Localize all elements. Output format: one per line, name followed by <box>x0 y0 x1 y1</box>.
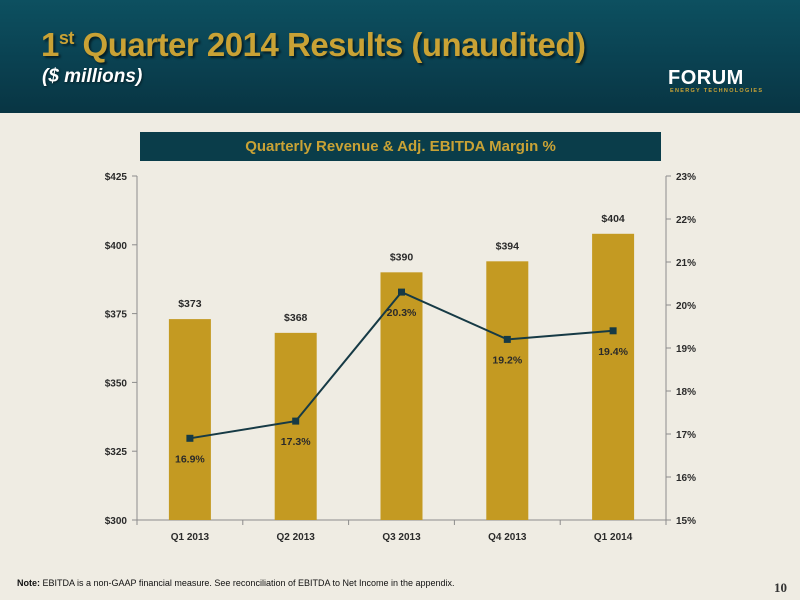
margin-point <box>292 417 300 425</box>
margin-data-label: 17.3% <box>281 436 311 448</box>
logo-wordmark: FORUM <box>668 67 744 89</box>
revenue-bar <box>486 261 529 520</box>
footnote-label: Note: <box>17 578 40 588</box>
x-tick-label: Q2 2013 <box>277 532 316 543</box>
margin-point <box>186 434 194 442</box>
revenue-bar <box>168 319 211 520</box>
chart-title: Quarterly Revenue & Adj. EBITDA Margin % <box>140 132 661 161</box>
y-right-tick-label: 15% <box>676 516 696 527</box>
margin-data-label: 20.3% <box>387 307 417 319</box>
revenue-data-label: $390 <box>390 251 414 263</box>
page-subtitle: ($ millions) <box>42 66 143 87</box>
title-rest: Quarter 2014 Results (unaudited) <box>73 26 586 63</box>
y-left-tick-label: $400 <box>105 241 128 252</box>
x-tick-label: Q1 2013 <box>171 532 210 543</box>
margin-point <box>398 288 405 296</box>
y-right-tick-label: 22% <box>676 215 696 226</box>
y-left-tick-label: $350 <box>105 378 128 389</box>
title-superscript: st <box>58 28 75 48</box>
revenue-data-label: $373 <box>178 298 202 310</box>
revenue-data-label: $404 <box>601 213 625 225</box>
revenue-data-label: $368 <box>284 312 308 324</box>
y-right-tick-label: 23% <box>676 172 696 183</box>
title-prefix: 1 <box>41 26 59 63</box>
page-number: 10 <box>774 580 787 595</box>
revenue-bar <box>380 272 423 520</box>
revenue-bar <box>274 332 317 520</box>
x-tick-label: Q1 2014 <box>594 532 633 543</box>
footnote: Note: EBITDA is a non-GAAP financial mea… <box>17 578 455 588</box>
y-right-tick-label: 16% <box>676 473 696 484</box>
y-left-tick-label: $325 <box>105 447 128 458</box>
y-left-tick-label: $425 <box>105 172 128 183</box>
margin-data-label: 19.2% <box>492 354 522 366</box>
y-right-tick-label: 19% <box>676 344 696 355</box>
y-right-tick-label: 21% <box>676 258 696 269</box>
header-banner: 1st Quarter 2014 Results (unaudited) ($ … <box>0 0 800 113</box>
x-tick-label: Q4 2013 <box>488 532 527 543</box>
footnote-text: EBITDA is a non-GAAP financial measure. … <box>40 578 455 588</box>
revenue-bar <box>592 233 635 521</box>
x-tick-label: Q3 2013 <box>382 532 421 543</box>
page-title: 1st Quarter 2014 Results (unaudited) <box>41 26 586 64</box>
y-right-tick-label: 18% <box>676 387 696 398</box>
y-right-tick-label: 20% <box>676 301 696 312</box>
margin-point <box>609 327 617 335</box>
logo-tagline: ENERGY TECHNOLOGIES <box>670 88 764 94</box>
y-left-tick-label: $300 <box>105 516 128 527</box>
margin-data-label: 16.9% <box>175 453 205 465</box>
revenue-data-label: $394 <box>496 240 520 252</box>
margin-point <box>503 335 511 343</box>
margin-data-label: 19.4% <box>598 346 628 358</box>
y-right-tick-label: 17% <box>676 430 696 441</box>
y-left-tick-label: $375 <box>105 310 128 321</box>
company-logo: FORUM ENERGY TECHNOLOGIES <box>668 67 762 97</box>
